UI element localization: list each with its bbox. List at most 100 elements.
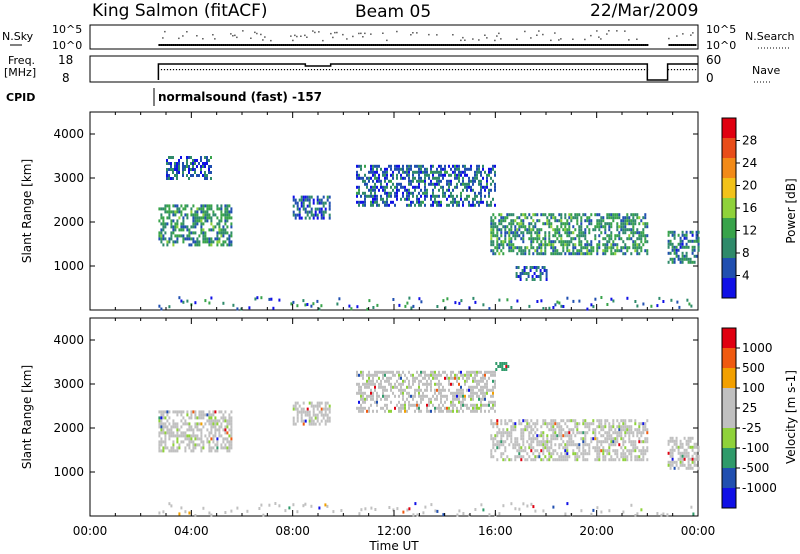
nave-mark — [475, 69, 478, 71]
echo-cell — [356, 191, 358, 195]
echo-cell — [308, 413, 311, 417]
echo-cell — [566, 228, 569, 232]
clutter-cell — [194, 301, 197, 305]
echo-cell — [324, 413, 327, 417]
echo-cell — [630, 425, 633, 429]
echo-cell — [548, 234, 551, 238]
nsky-mark — [508, 44, 511, 46]
echo-cell — [542, 440, 545, 444]
echo-cell — [454, 167, 456, 171]
nsky-mark — [622, 44, 625, 46]
echo-cell — [592, 428, 595, 432]
echo-cell — [220, 228, 223, 232]
echo-cell — [458, 370, 460, 374]
echo-cell — [533, 278, 536, 281]
echo-cell — [496, 240, 499, 244]
echo-cell — [490, 422, 493, 426]
echo-cell — [202, 222, 205, 226]
echo-cell — [620, 249, 623, 253]
echo-cell — [404, 406, 406, 410]
nsearch-mark — [464, 39, 466, 41]
echo-cell — [224, 443, 227, 447]
echo-cell — [194, 243, 197, 247]
echo-cell — [226, 431, 229, 435]
echo-cell — [636, 246, 639, 250]
echo-cell — [522, 443, 525, 447]
echo-cell — [508, 240, 511, 244]
nave-mark — [325, 69, 328, 71]
echo-cell — [572, 440, 575, 444]
echo-cell — [434, 370, 436, 374]
echo-cell — [452, 164, 454, 168]
clutter-cell — [436, 305, 439, 308]
echo-cell — [490, 400, 492, 404]
echo-cell — [628, 419, 631, 423]
echo-cell — [420, 409, 422, 413]
echo-cell — [568, 249, 571, 253]
echo-cell — [444, 394, 446, 398]
echo-cell — [176, 177, 178, 180]
echo-cell — [314, 404, 317, 408]
echo-cell — [494, 379, 496, 383]
echo-cell — [588, 252, 591, 256]
echo-cell — [544, 440, 547, 444]
nsky-mark — [506, 44, 509, 46]
echo-cell — [158, 425, 161, 429]
echo-cell — [602, 428, 605, 432]
echo-cell — [182, 431, 185, 435]
echo-cell — [210, 428, 213, 432]
nsky-mark — [430, 44, 433, 46]
echo-cell — [416, 179, 418, 183]
echo-cell — [380, 397, 382, 401]
echo-cell — [228, 434, 231, 438]
echo-cell — [545, 272, 548, 275]
echo-cell — [492, 243, 495, 247]
nave-mark — [559, 69, 562, 71]
echo-cell — [540, 434, 543, 438]
nsearch-mark — [478, 39, 480, 41]
echo-cell — [624, 425, 627, 429]
nsearch-mark — [606, 33, 608, 35]
echo-cell — [474, 403, 476, 407]
colorbar-tick-label: 20 — [742, 179, 757, 193]
echo-cell — [522, 213, 525, 217]
echo-cell — [490, 434, 493, 438]
echo-cell — [404, 379, 406, 383]
power-colorbar-label: Power [dB] — [784, 178, 798, 243]
nsearch-mark — [484, 34, 486, 36]
echo-cell — [192, 237, 195, 241]
echo-cell — [440, 382, 442, 386]
echo-cell — [671, 233, 674, 237]
nave-mark — [388, 69, 391, 71]
echo-cell — [308, 195, 311, 199]
echo-cell — [454, 394, 456, 398]
echo-cell — [504, 225, 507, 229]
echo-cell — [554, 422, 557, 426]
nsky-mark — [678, 44, 681, 46]
echo-cell — [516, 443, 519, 447]
echo-cell — [320, 201, 323, 205]
echo-cell — [356, 173, 358, 177]
echo-cell — [200, 207, 203, 211]
echo-cell — [192, 225, 195, 229]
echo-cell — [208, 449, 211, 453]
echo-cell — [687, 257, 690, 261]
echo-cell — [212, 213, 215, 217]
echo-cell — [306, 198, 309, 202]
echo-cell — [562, 249, 565, 253]
echo-cell — [564, 240, 567, 244]
echo-cell — [408, 385, 410, 389]
echo-cell — [562, 240, 565, 244]
echo-cell — [384, 388, 386, 392]
echo-cell — [620, 431, 623, 435]
echo-cell — [534, 237, 537, 241]
echo-cell — [576, 222, 579, 226]
echo-cell — [294, 201, 297, 205]
echo-cell — [462, 179, 464, 183]
echo-cell — [430, 373, 432, 377]
echo-cell — [164, 207, 167, 211]
echo-cell — [626, 425, 629, 429]
echo-cell — [616, 216, 619, 220]
echo-cell — [552, 216, 555, 220]
echo-cell — [226, 449, 229, 453]
